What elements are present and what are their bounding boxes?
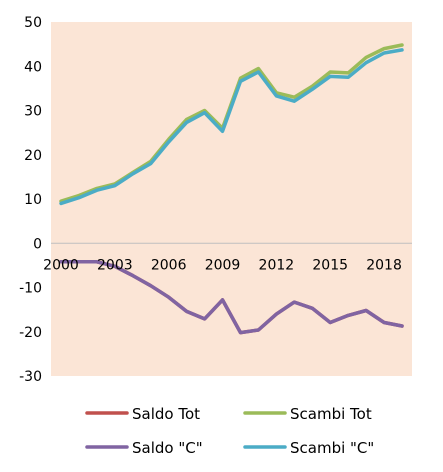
legend-item: Scambi "C" <box>243 439 374 457</box>
y-tick-label: 0 <box>33 236 42 252</box>
x-tick-label: 2009 <box>205 257 241 273</box>
y-axis-ticks: 50 40 30 20 10 0 -10 -20 -30 <box>19 15 42 385</box>
y-tick-label: 20 <box>24 148 42 164</box>
legend-item: Scambi Tot <box>243 405 372 423</box>
x-tick-label: 2000 <box>43 257 79 273</box>
x-tick-label: 2003 <box>97 257 133 273</box>
legend: Saldo Tot Scambi Tot Saldo "C" Scambi "C" <box>85 405 374 457</box>
y-tick-label: 30 <box>24 104 42 120</box>
y-tick-label: 10 <box>24 192 42 208</box>
legend-item: Saldo "C" <box>85 439 203 457</box>
y-tick-label: 40 <box>24 59 42 75</box>
legend-item: Saldo Tot <box>85 405 200 423</box>
y-tick-label: 50 <box>24 15 42 31</box>
legend-label: Saldo "C" <box>132 439 203 457</box>
x-tick-label: 2018 <box>366 257 402 273</box>
legend-label: Saldo Tot <box>132 405 200 423</box>
x-tick-label: 2015 <box>312 257 348 273</box>
series-line-2 <box>59 260 404 335</box>
legend-label: Scambi "C" <box>290 439 374 457</box>
x-axis-ticks: 2000 2003 2006 2009 2012 2015 2018 <box>43 257 402 273</box>
x-tick-label: 2006 <box>151 257 187 273</box>
series-lines <box>59 43 404 335</box>
y-tick-label: -10 <box>19 281 42 297</box>
y-tick-label: -20 <box>19 325 42 341</box>
x-tick-label: 2012 <box>259 257 295 273</box>
legend-label: Scambi Tot <box>290 405 372 423</box>
series-line-3 <box>59 48 404 206</box>
plot-area <box>51 22 412 376</box>
y-tick-label: -30 <box>19 369 42 385</box>
